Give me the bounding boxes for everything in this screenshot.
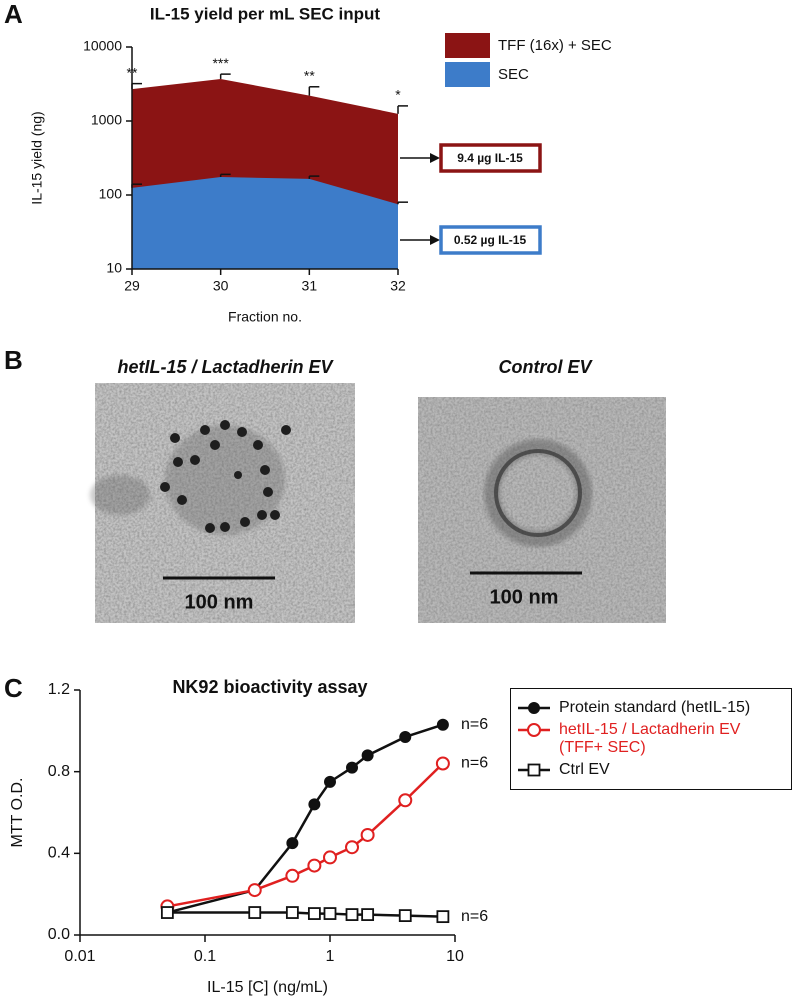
x-tick-label: 31 — [302, 278, 318, 294]
marker — [307, 858, 322, 873]
y-tick-label: 0.4 — [48, 845, 70, 862]
legend-label: TFF (16x) + SEC — [498, 37, 612, 54]
x-axis-label: Fraction no. — [228, 309, 302, 325]
significance: ** — [304, 67, 315, 83]
callout-text: 9.4 µg IL-15 — [457, 151, 523, 165]
marker — [286, 837, 299, 850]
end-label: n=6 — [461, 908, 488, 925]
marker — [308, 798, 321, 811]
callout-box — [439, 225, 542, 255]
marker — [527, 763, 541, 777]
y-tick-label: 10 — [106, 260, 122, 276]
y-axis-label: IL-15 yield (ng) — [29, 111, 45, 204]
callout-box — [439, 143, 542, 173]
line — [167, 762, 444, 908]
x-tick-label: 30 — [213, 278, 229, 294]
marker — [345, 908, 359, 921]
chart-title: NK92 bioactivity assay — [172, 677, 367, 697]
y-tick-label: 100 — [99, 186, 123, 202]
marker — [528, 702, 540, 714]
legend-swatch — [445, 33, 490, 58]
legend-label: SEC — [498, 66, 529, 83]
legend-marker — [518, 763, 550, 777]
panel-label: B — [4, 345, 23, 375]
micrograph: 100 nm Control EV — [418, 357, 666, 623]
x-tick-label: 10 — [446, 948, 464, 965]
marker — [323, 850, 337, 865]
marker — [435, 756, 450, 771]
marker — [527, 723, 541, 737]
marker — [285, 868, 300, 883]
marker — [398, 793, 413, 808]
legend-entry: hetIL-15 / Lactadherin EV (TFF+ SEC) — [517, 721, 785, 757]
micrograph-title: hetIL-15 / Lactadherin EV — [117, 357, 334, 377]
y-axis-label: MTT O.D. — [9, 778, 26, 848]
error-bar — [308, 175, 320, 179]
area — [132, 177, 398, 269]
marker — [360, 827, 375, 842]
marker — [361, 908, 375, 921]
legend-label: Ctrl EV — [559, 761, 610, 778]
y-tick-label: 10000 — [83, 38, 122, 54]
marker — [160, 906, 174, 919]
marker — [399, 730, 412, 743]
marker — [248, 906, 262, 919]
legend-marker — [518, 723, 550, 737]
error-bar — [397, 105, 408, 114]
y-tick-label: 1000 — [91, 112, 122, 128]
y-tick-label: 1.2 — [48, 681, 70, 698]
chart-title: IL-15 yield per mL SEC input — [150, 4, 381, 23]
marker — [345, 840, 360, 855]
scale-bar-label: 100 nm — [185, 591, 254, 613]
x-tick-label: 0.01 — [64, 948, 95, 965]
marker — [398, 909, 412, 923]
marker — [285, 906, 299, 919]
marker — [307, 907, 321, 920]
legend-entry: Protein standard (hetIL-15) — [517, 699, 785, 717]
error-bar — [308, 86, 320, 96]
panel-label: A — [4, 0, 23, 29]
legend: Protein standard (hetIL-15) hetIL-15 / La… — [510, 688, 792, 790]
x-tick-label: 0.1 — [194, 948, 216, 965]
callout-text: 0.52 µg IL-15 — [454, 233, 527, 247]
marker — [324, 775, 336, 788]
marker — [361, 749, 374, 762]
marker — [346, 761, 359, 774]
end-label: n=6 — [461, 755, 488, 772]
panel-label: C — [4, 673, 23, 703]
marker — [323, 907, 337, 920]
marker — [436, 718, 449, 731]
end-label: n=6 — [461, 716, 488, 733]
error-bar — [219, 173, 231, 178]
legend-swatch — [445, 62, 490, 87]
scale-bar-label: 100 nm — [490, 586, 559, 608]
significance: * — [395, 87, 401, 103]
marker — [247, 883, 262, 898]
micrograph-title: Control EV — [499, 357, 594, 377]
y-tick-label: 0.8 — [48, 763, 70, 780]
micrograph: 100 nm hetIL-15 / Lactadherin EV — [90, 357, 355, 623]
legend-label: Protein standard (hetIL-15) — [559, 699, 751, 716]
legend-marker — [518, 702, 550, 714]
x-tick-label: 32 — [390, 278, 406, 294]
legend-label: hetIL-15 / Lactadherin EV (TFF+ SEC) — [559, 721, 741, 756]
significance: *** — [212, 55, 229, 71]
error-bar — [397, 201, 408, 205]
y-tick-label: 0.0 — [48, 926, 70, 943]
legend-entry: Ctrl EV — [517, 761, 785, 779]
callout-arrowhead — [430, 153, 440, 163]
x-tick-label: 1 — [326, 948, 335, 965]
callout-arrowhead — [430, 235, 440, 245]
error-bar — [219, 73, 231, 79]
marker — [436, 910, 450, 924]
x-tick-label: 29 — [124, 278, 140, 294]
x-axis-label: IL-15 [C] (ng/mL) — [207, 979, 328, 996]
line — [167, 723, 444, 914]
